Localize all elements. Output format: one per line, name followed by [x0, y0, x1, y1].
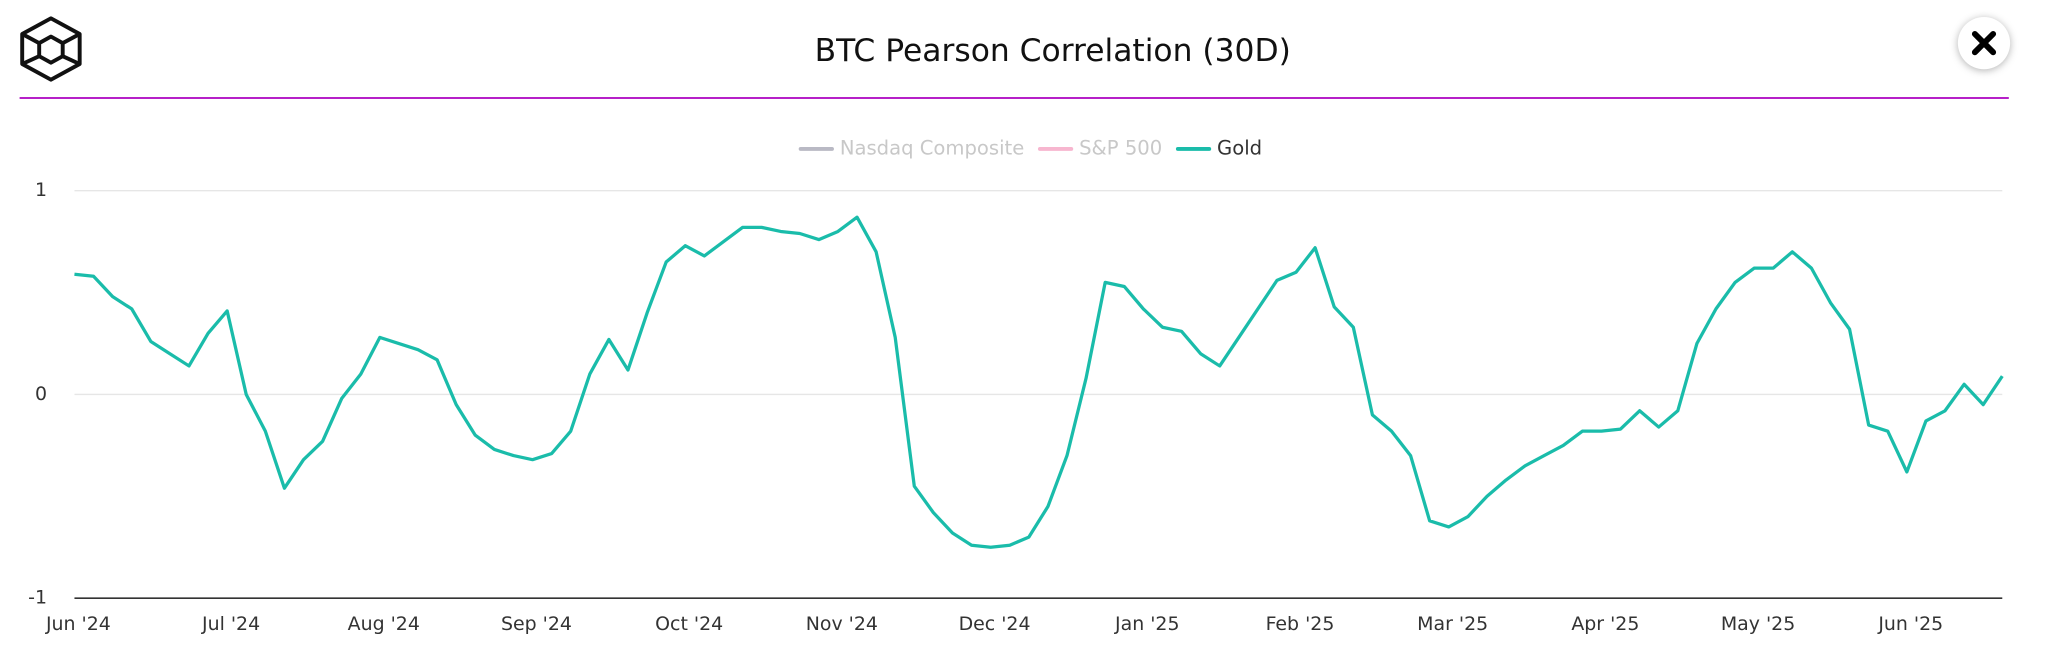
x-tick-label: Jun '25 [1877, 613, 1943, 635]
x-tick-label: Sep '24 [501, 613, 572, 635]
legend-label[interactable]: S&P 500 [1079, 136, 1162, 159]
x-tick-label: May '25 [1721, 613, 1795, 635]
y-tick-label: 0 [35, 383, 47, 405]
x-tick-label: Jul '24 [201, 613, 260, 635]
close-button[interactable] [1957, 16, 2011, 70]
x-tick-label: Jun '24 [45, 613, 111, 635]
x-tick-label: Mar '25 [1417, 613, 1488, 635]
logo [20, 16, 82, 82]
y-tick-label: 1 [35, 179, 47, 201]
x-tick-label: Oct '24 [655, 613, 723, 635]
legend-label[interactable]: Gold [1217, 136, 1262, 159]
x-tick-label: Apr '25 [1571, 613, 1639, 635]
chart-title: BTC Pearson Correlation (30D) [815, 33, 1291, 69]
series-line [74, 215, 2004, 549]
x-tick-label: Aug '24 [348, 613, 420, 635]
x-tick-label: Feb '25 [1266, 613, 1335, 635]
legend-label[interactable]: Nasdaq Composite [840, 136, 1024, 159]
x-tick-label: Jan '25 [1114, 613, 1179, 635]
y-tick-label: -1 [28, 587, 47, 609]
x-tick-label: Nov '24 [806, 613, 878, 635]
x-tick-label: Dec '24 [959, 613, 1031, 635]
